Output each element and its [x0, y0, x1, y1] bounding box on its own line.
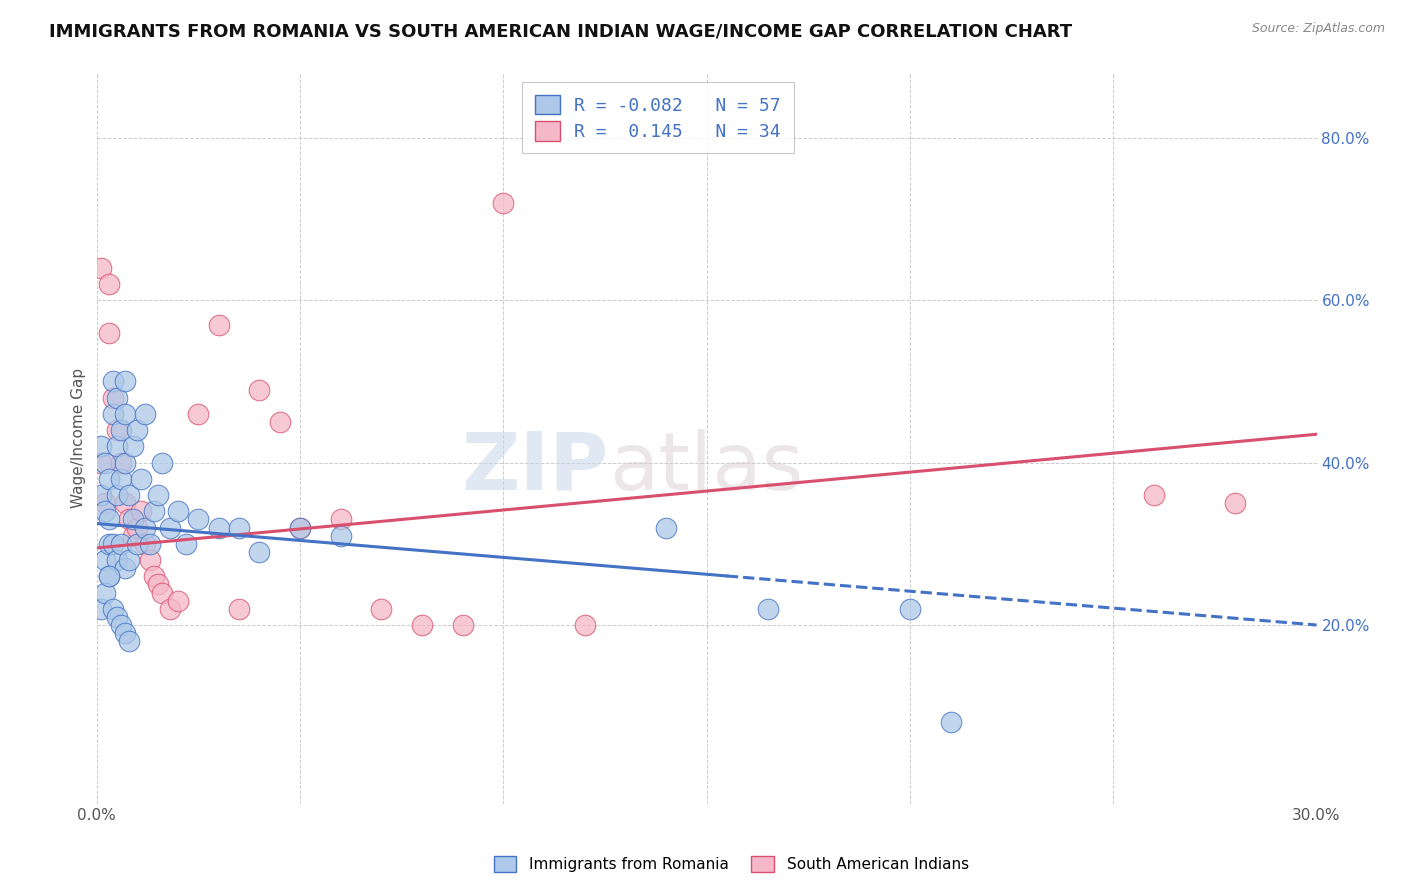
- Point: [131, 472, 153, 486]
- Point: [94, 585, 117, 599]
- Point: [90, 601, 112, 615]
- Point: [94, 504, 117, 518]
- Point: [122, 439, 145, 453]
- Point: [110, 618, 132, 632]
- Point: [167, 593, 190, 607]
- Point: [167, 504, 190, 518]
- Point: [208, 318, 231, 332]
- Point: [122, 529, 145, 543]
- Y-axis label: Wage/Income Gap: Wage/Income Gap: [72, 368, 86, 508]
- Point: [146, 488, 169, 502]
- Point: [187, 512, 209, 526]
- Point: [114, 456, 136, 470]
- Text: ZIP: ZIP: [461, 428, 609, 507]
- Point: [114, 496, 136, 510]
- Point: [114, 407, 136, 421]
- Point: [97, 512, 120, 526]
- Point: [101, 375, 124, 389]
- Point: [187, 407, 209, 421]
- Point: [118, 553, 141, 567]
- Point: [451, 618, 474, 632]
- Point: [134, 537, 156, 551]
- Point: [110, 423, 132, 437]
- Point: [329, 529, 352, 543]
- Point: [247, 383, 270, 397]
- Point: [97, 537, 120, 551]
- Point: [574, 618, 596, 632]
- Point: [228, 601, 250, 615]
- Point: [97, 277, 120, 291]
- Point: [127, 423, 149, 437]
- Point: [1225, 496, 1247, 510]
- Point: [101, 391, 124, 405]
- Point: [97, 472, 120, 486]
- Point: [101, 537, 124, 551]
- Point: [288, 520, 311, 534]
- Point: [756, 601, 779, 615]
- Point: [150, 456, 173, 470]
- Point: [159, 601, 181, 615]
- Point: [228, 520, 250, 534]
- Point: [101, 407, 124, 421]
- Point: [101, 601, 124, 615]
- Point: [150, 585, 173, 599]
- Point: [105, 553, 128, 567]
- Point: [208, 520, 231, 534]
- Point: [105, 488, 128, 502]
- Point: [105, 423, 128, 437]
- Point: [127, 537, 149, 551]
- Point: [110, 472, 132, 486]
- Point: [1143, 488, 1166, 502]
- Point: [118, 634, 141, 648]
- Point: [90, 488, 112, 502]
- Point: [138, 537, 160, 551]
- Legend: R = -0.082   N = 57, R =  0.145   N = 34: R = -0.082 N = 57, R = 0.145 N = 34: [522, 82, 793, 153]
- Point: [411, 618, 433, 632]
- Point: [90, 439, 112, 453]
- Point: [146, 577, 169, 591]
- Point: [142, 504, 165, 518]
- Point: [370, 601, 392, 615]
- Text: IMMIGRANTS FROM ROMANIA VS SOUTH AMERICAN INDIAN WAGE/INCOME GAP CORRELATION CHA: IMMIGRANTS FROM ROMANIA VS SOUTH AMERICA…: [49, 22, 1073, 40]
- Point: [127, 520, 149, 534]
- Point: [122, 512, 145, 526]
- Point: [90, 456, 112, 470]
- Point: [492, 195, 515, 210]
- Point: [134, 407, 156, 421]
- Point: [97, 569, 120, 583]
- Point: [105, 439, 128, 453]
- Point: [159, 520, 181, 534]
- Point: [105, 391, 128, 405]
- Point: [90, 260, 112, 275]
- Point: [94, 496, 117, 510]
- Point: [247, 545, 270, 559]
- Point: [131, 504, 153, 518]
- Point: [329, 512, 352, 526]
- Point: [134, 520, 156, 534]
- Point: [898, 601, 921, 615]
- Point: [138, 553, 160, 567]
- Point: [118, 512, 141, 526]
- Point: [655, 520, 678, 534]
- Point: [114, 626, 136, 640]
- Point: [142, 569, 165, 583]
- Point: [288, 520, 311, 534]
- Text: Source: ZipAtlas.com: Source: ZipAtlas.com: [1251, 22, 1385, 36]
- Text: atlas: atlas: [609, 428, 803, 507]
- Point: [105, 610, 128, 624]
- Point: [110, 456, 132, 470]
- Point: [114, 561, 136, 575]
- Point: [118, 488, 141, 502]
- Legend: Immigrants from Romania, South American Indians: Immigrants from Romania, South American …: [486, 848, 976, 880]
- Point: [94, 553, 117, 567]
- Point: [94, 456, 117, 470]
- Point: [97, 569, 120, 583]
- Point: [939, 715, 962, 730]
- Point: [114, 375, 136, 389]
- Point: [174, 537, 197, 551]
- Point: [97, 326, 120, 340]
- Point: [110, 537, 132, 551]
- Point: [269, 415, 291, 429]
